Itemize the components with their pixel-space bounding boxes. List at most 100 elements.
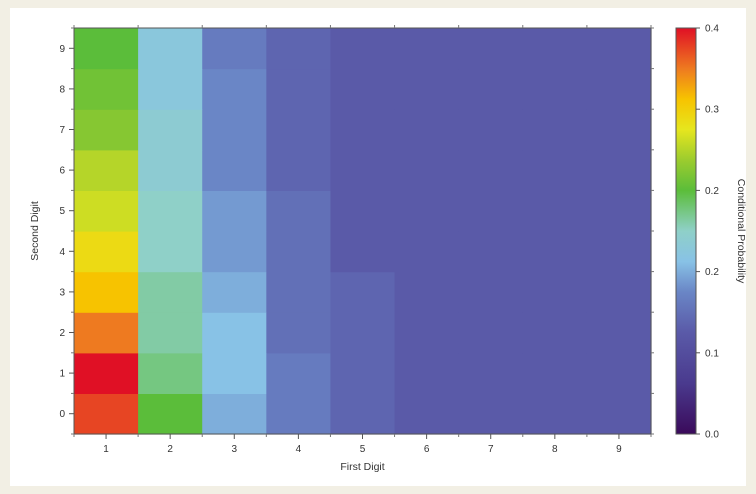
- heatmap-cell: [330, 352, 396, 394]
- heatmap-cell: [74, 393, 139, 435]
- heatmap-cell: [138, 312, 203, 354]
- heatmap-cell: [202, 190, 267, 232]
- heatmap-cell: [266, 149, 332, 191]
- heatmap-cell: [330, 109, 396, 151]
- heatmap-cell: [586, 312, 652, 354]
- colorbar: 0.0 0.1 0.2 0.2 0.3 0.4 Conditional Probabili…: [675, 24, 746, 441]
- x-tick-label: 6: [424, 444, 430, 455]
- heatmap-cell: [330, 393, 396, 435]
- heatmap-cell: [586, 271, 652, 313]
- colorbar-ticks: 0.0 0.1 0.2 0.2 0.3 0.4: [696, 24, 719, 441]
- x-tick-label: 5: [360, 444, 366, 455]
- heatmap-cell: [74, 149, 139, 191]
- heatmap-cell: [74, 231, 139, 273]
- heatmap-cell: [138, 231, 203, 273]
- heatmap-cell: [266, 271, 332, 313]
- heatmap-cell: [266, 28, 332, 70]
- heatmap-cell: [586, 28, 652, 70]
- y-tick-label: 7: [59, 125, 65, 136]
- x-tick-label: 7: [488, 444, 494, 455]
- heatmap-cell: [394, 312, 460, 354]
- heatmap-cell: [74, 190, 139, 232]
- colorbar-tick-label: 0.2: [705, 186, 719, 197]
- y-axis: 0 1 2 3 4 5 6 7 8 9: [59, 27, 654, 435]
- heatmap-cell: [586, 393, 652, 435]
- heatmap-cell: [458, 109, 524, 151]
- heatmap-cell: [394, 68, 460, 110]
- y-tick-label: 1: [59, 369, 65, 380]
- heatmap-cell: [202, 271, 267, 313]
- heatmap-cell: [394, 231, 460, 273]
- heatmap-cell: [138, 68, 203, 110]
- y-tick-label: 4: [59, 247, 65, 258]
- heatmap-cells: [74, 28, 652, 435]
- heatmap-cell: [394, 149, 460, 191]
- heatmap-cell: [266, 352, 332, 394]
- heatmap-cell: [202, 352, 267, 394]
- heatmap-cell: [394, 271, 460, 313]
- heatmap-cell: [330, 271, 396, 313]
- heatmap-cell: [458, 271, 524, 313]
- heatmap-cell: [138, 271, 203, 313]
- heatmap-cell: [266, 312, 332, 354]
- heatmap-cell: [458, 68, 524, 110]
- colorbar-tick-label: 0.3: [705, 105, 719, 116]
- heatmap-cell: [202, 393, 267, 435]
- heatmap-cell: [458, 393, 524, 435]
- x-tick-label: 4: [296, 444, 302, 455]
- heatmap-cell: [458, 231, 524, 273]
- colorbar-tick-label: 0.2: [705, 267, 719, 278]
- heatmap-cell: [202, 231, 267, 273]
- heatmap-cell: [202, 312, 267, 354]
- heatmap-cell: [330, 190, 396, 232]
- heatmap-cell: [586, 149, 652, 191]
- heatmap-cell: [458, 28, 524, 70]
- heatmap-cell: [138, 149, 203, 191]
- colorbar-tick-label: 0.4: [705, 24, 719, 35]
- colorbar-tick-label: 0.1: [705, 348, 719, 359]
- heatmap-cell: [458, 312, 524, 354]
- heatmap-cell: [394, 393, 460, 435]
- colorbar-tick-label: 0.0: [705, 430, 719, 441]
- heatmap-cell: [522, 312, 588, 354]
- heatmap-cell: [394, 352, 460, 394]
- y-tick-label: 5: [59, 206, 65, 217]
- y-tick-label: 6: [59, 166, 65, 177]
- y-tick-label: 9: [59, 44, 65, 55]
- heatmap-cell: [458, 149, 524, 191]
- heatmap-cell: [586, 352, 652, 394]
- heatmap-cell: [202, 109, 267, 151]
- y-tick-label: 3: [59, 287, 65, 298]
- heatmap-cell: [330, 231, 396, 273]
- heatmap-cell: [74, 352, 139, 394]
- heatmap-cell: [394, 28, 460, 70]
- y-tick-label: 0: [59, 409, 65, 420]
- heatmap-cell: [522, 28, 588, 70]
- heatmap-cell: [458, 352, 524, 394]
- y-axis-title: Second Digit: [29, 201, 41, 261]
- heatmap-cell: [266, 68, 332, 110]
- heatmap-cell: [266, 393, 332, 435]
- heatmap-cell: [522, 231, 588, 273]
- heatmap-cell: [138, 352, 203, 394]
- heatmap-cell: [266, 231, 332, 273]
- heatmap-cell: [74, 271, 139, 313]
- heatmap-cell: [522, 149, 588, 191]
- heatmap-cell: [522, 352, 588, 394]
- heatmap-cell: [138, 190, 203, 232]
- heatmap-cell: [74, 109, 139, 151]
- heatmap-cell: [522, 271, 588, 313]
- colorbar-title: Conditional Probability: [735, 179, 746, 284]
- heatmap-cell: [586, 68, 652, 110]
- heatmap-cell: [586, 190, 652, 232]
- heatmap-cell: [138, 28, 203, 70]
- x-tick-label: 8: [552, 444, 558, 455]
- heatmap-cell: [330, 312, 396, 354]
- x-tick-label: 3: [231, 444, 237, 455]
- heatmap-cell: [522, 68, 588, 110]
- heatmap-cell: [330, 149, 396, 191]
- heatmap-cell: [202, 28, 267, 70]
- heatmap-cell: [266, 190, 332, 232]
- heatmap-cell: [330, 68, 396, 110]
- heatmap-cell: [138, 109, 203, 151]
